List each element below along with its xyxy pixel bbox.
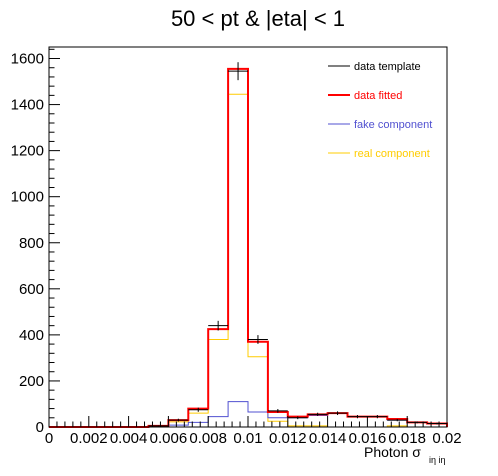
data-point — [328, 411, 348, 415]
legend-label: data template — [354, 61, 421, 73]
legend-entry: real component — [328, 148, 430, 160]
legend-entry: data template — [328, 61, 421, 73]
x-tick-label: 0.02 — [432, 430, 461, 447]
x-tick-label: 0.012 — [269, 430, 307, 447]
x-tick-label: 0.014 — [309, 430, 347, 447]
data-point — [149, 425, 169, 426]
y-tick-label: 1200 — [11, 143, 44, 160]
y-tick-label: 1600 — [11, 51, 44, 68]
y-tick-label: 600 — [19, 281, 44, 298]
x-tick-label: 0.004 — [110, 430, 148, 447]
legend-entry: data fitted — [328, 90, 402, 102]
y-tick-label: 800 — [19, 235, 44, 252]
chart-title: 50 < pt & |eta| < 1 — [171, 6, 345, 31]
data-point — [367, 415, 387, 418]
legend-entry: fake component — [328, 119, 432, 131]
x-axis-title-subscript: iη iη — [429, 455, 446, 465]
data-point — [228, 62, 248, 80]
y-tick-label: 200 — [19, 373, 44, 390]
y-tick-label: 1400 — [11, 97, 44, 114]
x-tick-label: 0.006 — [150, 430, 188, 447]
data-point — [348, 415, 368, 418]
legend-label: real component — [354, 148, 430, 160]
x-tick-label: 0.01 — [233, 430, 262, 447]
x-tick-label: 0 — [45, 430, 53, 447]
x-tick-label: 0.008 — [189, 430, 227, 447]
legend: data template data fitted fake component re… — [328, 61, 432, 160]
y-tick-label: 0 — [36, 419, 44, 436]
plot-area — [49, 62, 447, 427]
x-axis-title: Photon σ — [364, 444, 421, 460]
legend-label: fake component — [354, 119, 432, 131]
y-tick-label: 1000 — [11, 189, 44, 206]
y-tick-label: 400 — [19, 327, 44, 344]
axes: 0 200 400 600 800 1000 1200 1400 1600 0 0.002 0.004… — [11, 49, 462, 447]
x-tick-label: 0.002 — [70, 430, 108, 447]
legend-label: data fitted — [354, 90, 402, 102]
